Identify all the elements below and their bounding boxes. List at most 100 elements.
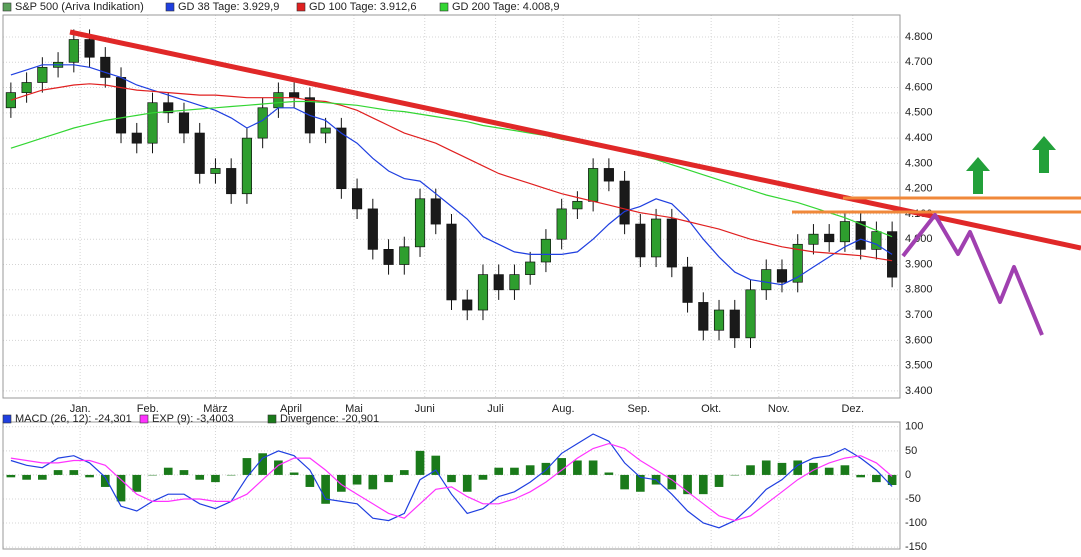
divergence-bar: [22, 474, 31, 480]
x-tick-label: Aug.: [552, 403, 575, 415]
divergence-bar: [38, 474, 47, 480]
x-tick-label: April: [280, 403, 302, 415]
candle-body: [414, 198, 426, 248]
candle-body: [399, 246, 410, 265]
y-tick-label: 50: [905, 445, 917, 457]
plot-frame: [2, 14, 901, 399]
divergence-bar: [809, 462, 818, 475]
candle-body: [556, 208, 567, 240]
divergence-bar: [714, 474, 724, 487]
divergence-bar: [777, 462, 787, 475]
y-tick-label: 3.600: [905, 334, 933, 346]
moving-average-line: [10, 100, 893, 238]
divergence-bar: [384, 474, 393, 483]
divergence-bar: [116, 474, 126, 502]
divergence-bar: [100, 474, 110, 487]
x-tick-label: Juli: [487, 403, 504, 415]
candle-body: [855, 221, 866, 250]
candle-body: [446, 223, 457, 301]
divergence-bar: [69, 470, 79, 475]
y-tick-label: 4.400: [905, 132, 933, 144]
divergence-bar: [620, 474, 629, 490]
divergence-bar: [478, 474, 488, 480]
y-tick-label: 4.300: [905, 157, 933, 169]
divergence-bar: [274, 460, 283, 475]
candle-body: [226, 168, 237, 195]
candle-body: [84, 39, 95, 58]
candle-body: [5, 92, 16, 109]
legend-swatch: [2, 414, 12, 424]
candle-body: [776, 269, 788, 283]
y-tick-label: 4.800: [905, 31, 933, 43]
candle-body: [588, 168, 599, 202]
divergence-bar: [588, 460, 598, 475]
forecast-zigzag: [901, 213, 1044, 336]
candle-body: [273, 92, 284, 109]
candle-body: [887, 231, 898, 278]
x-tick-label: Mai: [345, 403, 363, 415]
divergence-bar: [494, 467, 504, 475]
y-tick-label: -150: [905, 541, 927, 553]
macd-panel: 100 50 0 -50 -100 -150 MACD (26, 12): -24,301 E…: [2, 413, 927, 553]
candle-body: [336, 127, 347, 190]
x-tick-label: Jan.: [70, 403, 91, 415]
x-tick-label: Okt.: [701, 403, 721, 415]
divergence-bar: [462, 474, 472, 492]
divergence-bar: [85, 474, 94, 478]
divergence-bar: [305, 474, 315, 487]
y-tick-label: -100: [905, 517, 927, 529]
divergence-bar: [872, 474, 881, 483]
divergence-bar: [289, 472, 299, 475]
y-tick-label: -50: [905, 493, 921, 505]
divergence-bar: [541, 462, 551, 475]
divergence-bar: [53, 470, 63, 475]
legend-swatch: [267, 414, 277, 424]
candle-body: [651, 218, 662, 258]
divergence-bar: [525, 465, 535, 475]
divergence-bar: [840, 465, 850, 475]
x-tick-label: Sep.: [627, 403, 650, 415]
divergence-bar: [431, 455, 441, 475]
legend-label: Divergence: -20,901: [280, 413, 379, 425]
divergence-bar: [258, 453, 267, 475]
y-tick-label: 3.400: [905, 385, 933, 397]
y-tick-label: 0: [905, 469, 911, 481]
legend-swatch: [165, 2, 175, 12]
candle-body: [635, 223, 646, 258]
candle-body: [430, 198, 441, 225]
divergence-bar: [667, 474, 677, 490]
candle-body: [352, 188, 363, 210]
divergence-bar: [368, 474, 378, 490]
divergence-bar: [6, 474, 16, 478]
divergence-bar: [211, 474, 220, 483]
candle-body: [666, 218, 677, 268]
legend-label: EXP (9): -3,4003: [152, 413, 234, 425]
divergence-bar: [399, 470, 409, 475]
candle-body: [509, 274, 520, 291]
y-tick-label: 3.800: [905, 284, 933, 296]
candle-body: [257, 107, 268, 139]
divergence-bar: [226, 474, 236, 476]
divergence-bar: [352, 474, 362, 485]
divergence-bar: [887, 474, 897, 486]
legend-swatch: [439, 2, 449, 12]
candle-body: [572, 200, 583, 210]
candle-body: [761, 269, 772, 291]
x-tick-label: Feb.: [137, 403, 159, 415]
divergence-bar: [856, 474, 865, 478]
candle-body: [320, 127, 331, 134]
y-tick-label: 4.700: [905, 56, 933, 68]
candle-body: [477, 274, 489, 311]
y-tick-label: 100: [905, 421, 923, 433]
candle-body: [540, 238, 551, 263]
y-tick-label: 3.500: [905, 360, 933, 372]
divergence-bar: [746, 465, 755, 475]
candle-body: [37, 66, 48, 83]
candle-body: [808, 233, 819, 245]
indicator-line: [10, 433, 893, 529]
candle-body: [839, 221, 850, 243]
candle-body: [289, 92, 300, 99]
candle-body: [792, 243, 803, 283]
candle-body: [147, 102, 158, 144]
y-tick-label: 4.500: [905, 107, 933, 119]
